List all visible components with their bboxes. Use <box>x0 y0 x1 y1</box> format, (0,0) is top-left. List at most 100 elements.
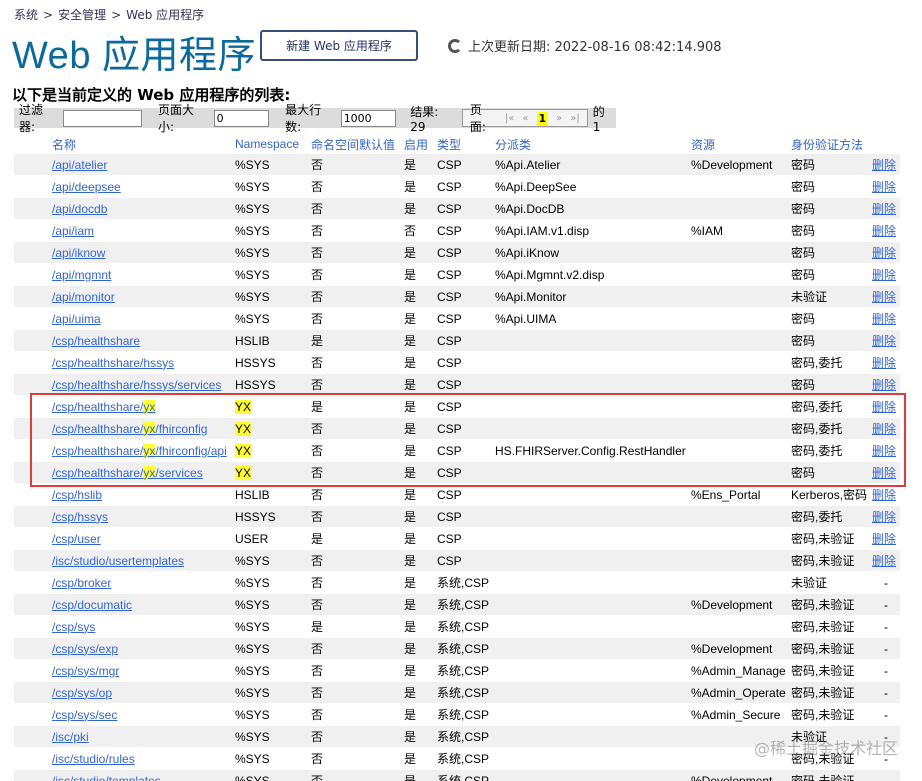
pager-item[interactable]: » <box>556 112 563 124</box>
app-link[interactable]: /isc/studio/usertemplates <box>52 553 185 568</box>
cell-text: 是 <box>404 158 417 172</box>
app-link[interactable]: /api/iknow <box>52 245 106 260</box>
page-size-input[interactable]: 0 <box>213 109 270 127</box>
cell-text: 未验证 <box>791 290 828 304</box>
app-link[interactable]: /api/uima <box>52 311 101 326</box>
delete-action[interactable]: 删除 <box>872 290 897 304</box>
app-link[interactable]: /api/monitor <box>52 289 115 304</box>
app-link[interactable]: /isc/pki <box>52 729 89 744</box>
app-link[interactable]: /api/deepsee <box>52 179 121 194</box>
pager-item[interactable]: 1 <box>536 111 549 125</box>
app-link[interactable]: /csp/healthshare/yx/fhirconfig <box>52 421 207 436</box>
table-cell: CSP <box>435 483 493 506</box>
column-header[interactable]: 类型 <box>437 137 462 152</box>
app-link[interactable]: /csp/sys/exp <box>52 641 119 656</box>
app-link[interactable]: /csp/healthshare/hssys/services <box>52 377 222 392</box>
refresh-icon[interactable] <box>448 38 462 53</box>
cell-text: YX <box>235 421 252 436</box>
table-cell: 是 <box>402 725 435 748</box>
table-cell: YX <box>233 395 309 418</box>
table-cell: 是 <box>402 285 435 308</box>
cell-text: 是 <box>404 664 417 678</box>
delete-action[interactable]: 删除 <box>872 378 897 392</box>
cell-text: 密码 <box>791 246 816 260</box>
app-link[interactable]: /csp/user <box>52 531 101 546</box>
breadcrumb-item[interactable]: 系统 <box>14 8 39 22</box>
app-link[interactable]: /csp/hslib <box>52 487 103 502</box>
app-link[interactable]: /api/atelier <box>52 157 108 172</box>
table-cell: 删除 <box>870 483 900 506</box>
breadcrumb-item[interactable]: 安全管理 <box>58 8 107 22</box>
app-link[interactable]: /api/mgmnt <box>52 267 112 282</box>
delete-action[interactable]: 删除 <box>872 356 897 370</box>
table-cell: 否 <box>309 307 402 330</box>
app-link[interactable]: /csp/sys/sec <box>52 707 118 722</box>
new-button[interactable]: 新建 Web 应用程序 <box>260 30 418 61</box>
delete-action[interactable]: 删除 <box>872 334 897 348</box>
column-header[interactable]: 身份验证方法 <box>791 137 864 152</box>
column-header[interactable]: 分派类 <box>495 137 532 152</box>
app-link[interactable]: /csp/broker <box>52 575 112 590</box>
table-cell: %Ens_Portal <box>689 483 789 506</box>
app-link[interactable]: /api/docdb <box>52 201 108 216</box>
app-link[interactable]: /csp/sys <box>52 619 96 634</box>
app-link[interactable]: /csp/sys/op <box>52 685 113 700</box>
delete-action[interactable]: 删除 <box>872 180 897 194</box>
app-link[interactable]: /csp/healthshare <box>52 333 141 348</box>
delete-action[interactable]: 删除 <box>872 312 897 326</box>
cell-text: 系统,CSP <box>437 708 490 722</box>
app-link[interactable]: /isc/studio/rules <box>52 751 135 766</box>
table-cell: HSSYS <box>233 505 309 528</box>
delete-action[interactable]: 删除 <box>872 422 897 436</box>
table-cell: 密码,委托 <box>789 439 870 462</box>
filter-input[interactable] <box>62 109 142 127</box>
delete-action[interactable]: 删除 <box>872 532 897 546</box>
column-header[interactable]: 名称 <box>52 137 77 152</box>
column-header[interactable]: 命名空间默认值 <box>311 137 396 152</box>
app-link[interactable]: /csp/healthshare/yx/fhirconfig/api <box>52 443 227 458</box>
table-cell: %SYS <box>233 703 309 726</box>
pager-item[interactable]: « <box>522 112 529 124</box>
table-cell: /csp/sys <box>14 615 233 638</box>
app-link[interactable]: /csp/healthshare/hssys <box>52 355 175 370</box>
delete-action[interactable]: 删除 <box>872 268 897 282</box>
table-cell: CSP <box>435 175 493 198</box>
cell-text: %Api.Monitor <box>495 289 567 304</box>
app-link[interactable]: /csp/documatic <box>52 597 133 612</box>
delete-action[interactable]: 删除 <box>872 400 897 414</box>
app-link[interactable]: /api/iam <box>52 223 95 238</box>
delete-action[interactable]: 删除 <box>872 554 897 568</box>
column-header[interactable]: 启用 <box>404 137 429 152</box>
max-rows-input[interactable]: 1000 <box>340 109 397 127</box>
table-cell: 是 <box>402 351 435 374</box>
cell-text: 密码,未验证 <box>791 598 855 612</box>
cell-text: 密码 <box>791 202 816 216</box>
table-cell: 是 <box>402 769 435 781</box>
cell-text: 是 <box>404 268 417 282</box>
column-header[interactable]: 资源 <box>691 137 716 152</box>
delete-action[interactable]: 删除 <box>872 224 897 238</box>
app-link[interactable]: /csp/healthshare/yx <box>52 399 156 414</box>
delete-action[interactable]: 删除 <box>872 488 897 502</box>
cell-text: 密码,委托 <box>791 422 843 436</box>
delete-action[interactable]: 删除 <box>872 444 897 458</box>
text-part: YX <box>235 399 252 414</box>
column-header[interactable]: Namespace <box>235 137 300 151</box>
delete-action[interactable]: 删除 <box>872 466 897 480</box>
cell-text: CSP <box>437 421 462 436</box>
table-cell: /api/monitor <box>14 285 233 308</box>
cell-text: %SYS <box>235 619 270 634</box>
app-link[interactable]: /csp/hssys <box>52 509 109 524</box>
pager-item[interactable]: »| <box>570 112 580 124</box>
delete-action[interactable]: 删除 <box>872 158 897 172</box>
app-link[interactable]: /csp/healthshare/yx/services <box>52 465 203 480</box>
cell-text: %SYS <box>235 311 270 326</box>
delete-action[interactable]: 删除 <box>872 202 897 216</box>
table-cell: /csp/hssys <box>14 505 233 528</box>
app-link[interactable]: /isc/studio/templates <box>52 773 161 781</box>
table-cell: 是 <box>402 527 435 550</box>
app-link[interactable]: /csp/sys/mgr <box>52 663 120 678</box>
pager-item[interactable]: |« <box>504 112 515 124</box>
delete-action[interactable]: 删除 <box>872 510 897 524</box>
delete-action[interactable]: 删除 <box>872 246 897 260</box>
